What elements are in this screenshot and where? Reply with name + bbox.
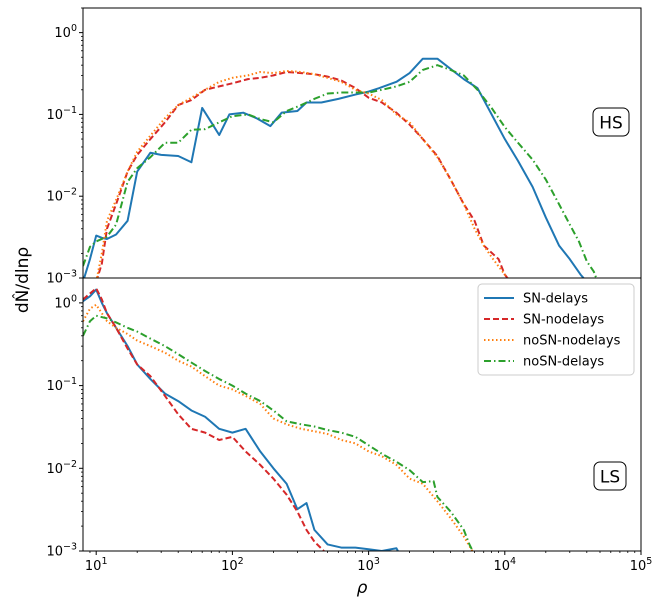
x-tick-label-exp: 2 <box>238 556 244 567</box>
x-tick-label-exp: 3 <box>374 556 380 567</box>
panel-hs-label: HS <box>599 114 623 134</box>
y-tick-label-hs-exp: 0 <box>71 23 77 34</box>
y-tick-label-ls-exp: −3 <box>63 542 77 553</box>
legend: SN-delays SN-nodelays noSN-nodelays noSN-de… <box>477 283 635 376</box>
series-line-hs-nosn-delays <box>83 64 598 278</box>
y-tick-label-hs: 100 <box>54 23 77 41</box>
y-tick-label-ls-base: 10 <box>46 379 63 394</box>
x-tick-label-base: 10 <box>221 559 238 574</box>
y-tick-label-hs-base: 10 <box>46 190 63 205</box>
series-line-ls-nosn-delays <box>83 314 474 551</box>
x-tick-label-base: 10 <box>85 559 102 574</box>
series-line-ls-nosn-nodelays <box>83 303 474 551</box>
panel-ls-label-box: LS <box>593 461 627 491</box>
y-tick-label-ls-base: 10 <box>46 462 63 477</box>
y-tick-label-hs-exp: −2 <box>63 187 77 198</box>
x-tick-label: 103 <box>357 556 380 574</box>
y-tick-label-hs: 10−2 <box>46 187 77 205</box>
series-line-hs-sn-delays <box>83 57 585 278</box>
y-tick-label-ls-base: 10 <box>54 296 71 311</box>
panel-hs-label-box: HS <box>592 107 630 137</box>
legend-label-sn-delays: SN-delays <box>523 292 588 307</box>
y-tick-label-ls-base: 10 <box>46 545 63 560</box>
x-tick-label-base: 10 <box>357 559 374 574</box>
legend-label-sn-nodelays: SN-nodelays <box>523 313 604 328</box>
y-tick-label-hs-exp: −1 <box>63 105 77 116</box>
y-tick-label-hs: 10−1 <box>46 105 77 123</box>
y-tick-label-hs-base: 10 <box>54 26 71 41</box>
y-tick-label-hs-exp: −3 <box>63 269 77 280</box>
x-tick-label-exp: 5 <box>646 556 652 567</box>
panel-ls-label: LS <box>600 468 620 488</box>
y-tick-label-ls-exp: 0 <box>71 293 77 304</box>
y-tick-label-ls: 10−2 <box>46 459 77 477</box>
y-tick-label-hs: 10−3 <box>46 269 77 287</box>
series-line-hs-sn-nodelays <box>96 71 509 278</box>
y-tick-label-ls-exp: −1 <box>63 376 77 387</box>
x-axis-ticks: 101 102 103 104 105 <box>85 551 652 574</box>
y-axis-label: dN̂/dlnρ <box>12 247 33 313</box>
legend-label-nosn-nodelays: noSN-nodelays <box>523 334 621 349</box>
x-tick-label: 105 <box>630 556 653 574</box>
y-tick-label-hs-base: 10 <box>46 108 63 123</box>
x-tick-label: 104 <box>494 556 517 574</box>
series-line-ls-sn-nodelays <box>83 287 326 551</box>
x-tick-label-exp: 4 <box>510 556 516 567</box>
y-tick-label-ls: 10−1 <box>46 376 77 394</box>
x-axis-label: ρ <box>357 578 368 598</box>
y-tick-label-ls-exp: −2 <box>63 459 77 470</box>
legend-label-nosn-delays: noSN-delays <box>523 355 604 370</box>
legend-frame <box>477 283 635 376</box>
x-tick-label-base: 10 <box>494 559 511 574</box>
y-tick-label-ls: 100 <box>54 293 77 311</box>
x-tick-label: 101 <box>85 556 108 574</box>
y-tick-label-ls: 10−3 <box>46 542 77 560</box>
x-tick-label: 102 <box>221 556 244 574</box>
x-tick-label-exp: 1 <box>101 556 107 567</box>
y-tick-label-hs-base: 10 <box>46 272 63 287</box>
x-tick-label-base: 10 <box>630 559 647 574</box>
